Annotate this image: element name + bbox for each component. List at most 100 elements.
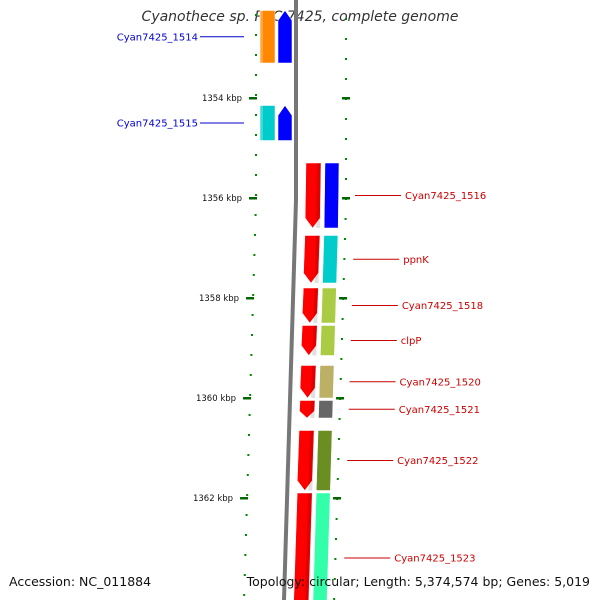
gene-cog-rect [323,162,340,229]
gene-shade [314,235,320,283]
guide-dot [255,34,257,36]
guide-dot [342,278,345,280]
gene-feature[interactable] [301,325,336,356]
gene-cog-rect [318,400,334,419]
guide-dot [333,598,336,600]
ruler-label: 1354 kbp [202,94,242,104]
gene-strand-arrow [299,365,317,399]
gene-feature[interactable] [299,400,334,419]
backbone-line [282,0,298,600]
guide-dot [341,318,344,320]
ruler-label: 1356 kbp [202,194,242,204]
gene-shade [304,493,313,600]
guide-dot [344,218,347,220]
ruler-label: 1360 kbp [196,394,236,404]
guide-dot [245,514,248,516]
ruler-tick [342,197,350,200]
guide-dot [334,558,337,560]
gene-cog-rect [320,325,336,356]
gene-strand-arrow [299,400,316,419]
gene-label[interactable]: clpP [350,336,422,347]
gene-labels[interactable]: Cyan7425_1514 Cyan7425_1515 Cyan7425_1516p… [117,32,487,564]
gene-feature[interactable] [299,365,335,399]
ruler-tick [342,97,350,100]
gene-label[interactable]: Cyan7425_1518 [351,301,483,312]
gene-label-text: clpP [401,336,422,347]
guide-dot [255,54,257,56]
gene-feature[interactable] [297,430,333,491]
gene-strand-rect [259,10,276,64]
guide-dot [343,258,346,260]
gene-shade [312,325,318,356]
guide-dot [255,134,257,136]
guide-dot [253,234,256,236]
gene-label[interactable]: Cyan7425_1522 [347,456,478,467]
gene-label[interactable]: Cyan7425_1520 [349,377,481,388]
guide-dot [246,494,249,496]
gene-label[interactable]: Cyan7425_1521 [348,405,480,416]
guide-dot [345,158,347,160]
guide-dot [345,78,347,80]
guide-dot [339,378,342,380]
gene-strand-rect [259,105,276,141]
gene-label-text: Cyan7425_1522 [397,456,478,467]
gene-shade [260,10,263,63]
kbp-ruler: 1354 kbp 1356 kbp 1358 kbp 1360 kbp 1362 kbp [193,94,350,504]
gene-strand-arrow [297,430,315,491]
dotted-guides [243,14,347,600]
gene-cog-rect [316,430,333,491]
guide-dot [247,434,250,436]
guide-dot [251,314,254,316]
gene-features[interactable] [259,0,340,600]
gene-label-text: Cyan7425_1521 [399,405,480,416]
gene-feature[interactable] [259,105,293,141]
accession-text: Accession: NC_011884 [9,574,152,589]
gene-strand-arrow [301,325,318,356]
guide-dot [333,578,336,580]
gene-cog-rect [321,287,337,324]
guide-dot [246,474,249,476]
gene-label-text: ppnK [403,255,429,266]
ruler-tick [336,397,345,400]
gene-strand-arrow [302,287,319,324]
gene-feature[interactable] [304,162,340,229]
gene-label[interactable]: Cyan7425_1515 [117,119,244,130]
ruler-tick [249,197,257,200]
gene-feature[interactable] [303,235,339,284]
map-title: Cyanothece sp. PCC 7425, complete genome [141,9,459,25]
guide-dot [243,594,246,596]
guide-dot [250,354,253,356]
gene-label[interactable]: Cyan7425_1516 [355,191,486,202]
guide-dot [340,338,343,340]
guide-dot [248,414,251,416]
gene-feature[interactable] [259,10,293,64]
guide-dot [255,74,257,76]
ruler-label: 1362 kbp [193,494,233,504]
gene-strand-arrow [303,235,321,284]
guide-dot [337,438,340,440]
gene-feature[interactable] [293,492,331,600]
gene-label-text: Cyan7425_1520 [400,377,481,388]
guide-dot [249,374,252,376]
guide-dot [255,94,257,96]
guide-dot [345,38,347,40]
ruler-tick [243,397,252,400]
gene-label[interactable]: ppnK [353,255,429,266]
gene-feature[interactable] [302,287,337,324]
guide-dot [253,254,256,256]
guide-dot [337,458,340,460]
gene-strand-arrow [304,162,322,229]
gene-label[interactable]: Cyan7425_1523 [344,554,476,565]
gene-label[interactable]: Cyan7425_1514 [117,32,244,43]
gene-label-text: Cyan7425_1516 [405,191,486,202]
guide-dot [247,454,250,456]
guide-dot [336,478,339,480]
ruler-tick [246,297,255,300]
genome-backbone [282,0,298,600]
gene-cog-arrow [277,10,293,64]
guide-dot [252,294,255,296]
gene-label-text: Cyan7425_1515 [117,119,198,130]
gene-label-text: Cyan7425_1523 [394,554,475,565]
guide-dot [254,214,257,216]
